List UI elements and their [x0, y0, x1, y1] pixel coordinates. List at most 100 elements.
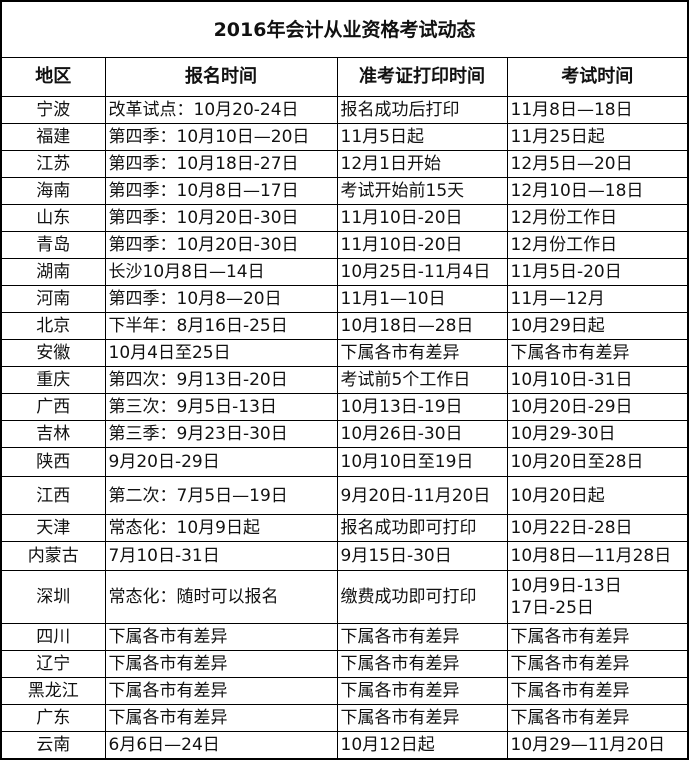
table-row: 江苏 第四季：10月18日-27日 12月1日开始 12月5日—20日 — [0, 150, 689, 178]
cell-exam-time: 11月—12月 — [506, 285, 689, 313]
cell-registration: 第三次：9月5日-13日 — [104, 393, 338, 421]
cell-region: 深圳 — [0, 570, 106, 624]
cell-region: 湖南 — [0, 258, 106, 286]
table-row: 安徽 10月4日至25日 下属各市有差异 下属各市有差异 — [0, 339, 689, 367]
table-row: 宁波 改革试点：10月20-24日 报名成功后打印 11月8日—18日 — [0, 96, 689, 124]
cell-region: 四川 — [0, 623, 106, 651]
cell-exam-time: 12月份工作日 — [506, 204, 689, 232]
cell-region: 吉林 — [0, 420, 106, 448]
table-row: 陕西 9月20日-29日 10月10日至19日 10月20日至28日 — [0, 447, 689, 477]
cell-exam-time: 10月20日-29日 — [506, 393, 689, 421]
table-row: 内蒙古 7月10日-31日 9月15日-30日 10月8日—11月28日 — [0, 541, 689, 571]
cell-admission-print: 报名成功后打印 — [336, 96, 508, 124]
cell-admission-print: 10月18日—28日 — [336, 312, 508, 340]
cell-admission-print: 11月5日起 — [336, 123, 508, 151]
cell-region: 山东 — [0, 204, 106, 232]
cell-admission-print: 10月25日-11月4日 — [336, 258, 508, 286]
cell-admission-print: 12月1日开始 — [336, 150, 508, 178]
cell-registration: 第四季：10月20日-30日 — [104, 231, 338, 259]
cell-admission-print: 缴费成功即可打印 — [336, 570, 508, 624]
cell-region: 黑龙江 — [0, 677, 106, 705]
cell-registration: 7月10日-31日 — [104, 541, 338, 571]
header-registration: 报名时间 — [104, 57, 338, 97]
cell-region: 内蒙古 — [0, 541, 106, 571]
cell-admission-print: 10月26日-30日 — [336, 420, 508, 448]
cell-admission-print: 下属各市有差异 — [336, 650, 508, 678]
cell-exam-time: 下属各市有差异 — [506, 704, 689, 732]
cell-registration: 下属各市有差异 — [104, 677, 338, 705]
table-row: 重庆 第四次：9月13日-20日 考试前5个工作日 10月10日-31日 — [0, 366, 689, 394]
cell-admission-print: 10月10日至19日 — [336, 447, 508, 477]
cell-exam-time: 12月5日—20日 — [506, 150, 689, 178]
cell-region: 陕西 — [0, 447, 106, 477]
cell-registration: 第三季：9月23日-30日 — [104, 420, 338, 448]
cell-admission-print: 下属各市有差异 — [336, 704, 508, 732]
cell-admission-print: 11月1—10日 — [336, 285, 508, 313]
cell-registration: 第四季：10月8—20日 — [104, 285, 338, 313]
cell-exam-time: 12月10日—18日 — [506, 177, 689, 205]
table-row: 江西 第二次：7月5日—19日 9月20日-11月20日 10月20日起 — [0, 476, 689, 515]
cell-exam-time: 10月8日—11月28日 — [506, 541, 689, 571]
cell-region: 广西 — [0, 393, 106, 421]
table-row: 山东 第四季：10月20日-30日 11月10日-20日 12月份工作日 — [0, 204, 689, 232]
cell-admission-print: 9月15日-30日 — [336, 541, 508, 571]
cell-registration: 第四季：10月8日—17日 — [104, 177, 338, 205]
cell-exam-time: 10月29-30日 — [506, 420, 689, 448]
cell-admission-print: 下属各市有差异 — [336, 623, 508, 651]
cell-registration: 第四季：10月18日-27日 — [104, 150, 338, 178]
cell-exam-time: 10月22日-28日 — [506, 514, 689, 542]
cell-exam-time: 10月29—11月20日 — [506, 731, 689, 760]
cell-registration: 改革试点：10月20-24日 — [104, 96, 338, 124]
cell-admission-print: 11月10日-20日 — [336, 204, 508, 232]
cell-exam-time: 下属各市有差异 — [506, 623, 689, 651]
cell-registration: 第四季：10月20日-30日 — [104, 204, 338, 232]
cell-admission-print: 考试开始前15天 — [336, 177, 508, 205]
table-row: 吉林 第三季：9月23日-30日 10月26日-30日 10月29-30日 — [0, 420, 689, 448]
header-admission-print: 准考证打印时间 — [336, 57, 508, 97]
table-title: 2016年会计从业资格考试动态 — [0, 0, 689, 58]
table-row: 河南 第四季：10月8—20日 11月1—10日 11月—12月 — [0, 285, 689, 313]
cell-region: 福建 — [0, 123, 106, 151]
cell-region: 海南 — [0, 177, 106, 205]
cell-registration: 第四次：9月13日-20日 — [104, 366, 338, 394]
cell-region: 江苏 — [0, 150, 106, 178]
cell-registration: 10月4日至25日 — [104, 339, 338, 367]
table-row: 湖南 长沙10月8日—14日 10月25日-11月4日 11月5日-20日 — [0, 258, 689, 286]
cell-exam-time: 11月8日—18日 — [506, 96, 689, 124]
cell-exam-time: 10月20日起 — [506, 476, 689, 515]
cell-registration: 第四季：10月10日—20日 — [104, 123, 338, 151]
cell-exam-time: 10月29日起 — [506, 312, 689, 340]
cell-exam-time: 10月9日-13日 17日-25日 — [506, 570, 689, 624]
table-row: 四川 下属各市有差异 下属各市有差异 下属各市有差异 — [0, 623, 689, 651]
cell-exam-time: 下属各市有差异 — [506, 677, 689, 705]
cell-registration: 9月20日-29日 — [104, 447, 338, 477]
cell-registration: 下属各市有差异 — [104, 623, 338, 651]
table-row: 海南 第四季：10月8日—17日 考试开始前15天 12月10日—18日 — [0, 177, 689, 205]
cell-exam-time: 下属各市有差异 — [506, 650, 689, 678]
cell-registration: 下属各市有差异 — [104, 704, 338, 732]
cell-registration: 常态化：随时可以报名 — [104, 570, 338, 624]
table-row: 云南 6月6日—24日 10月12日起 10月29—11月20日 — [0, 731, 689, 760]
cell-region: 辽宁 — [0, 650, 106, 678]
table-row: 天津 常态化：10月9日起 报名成功即可打印 10月22日-28日 — [0, 514, 689, 542]
cell-region: 云南 — [0, 731, 106, 760]
cell-admission-print: 下属各市有差异 — [336, 677, 508, 705]
cell-registration: 下属各市有差异 — [104, 650, 338, 678]
cell-region: 青岛 — [0, 231, 106, 259]
table-row: 青岛 第四季：10月20日-30日 11月10日-20日 12月份工作日 — [0, 231, 689, 259]
cell-admission-print: 9月20日-11月20日 — [336, 476, 508, 515]
cell-region: 江西 — [0, 476, 106, 515]
cell-admission-print: 10月13日-19日 — [336, 393, 508, 421]
table-row: 黑龙江 下属各市有差异 下属各市有差异 下属各市有差异 — [0, 677, 689, 705]
cell-region: 安徽 — [0, 339, 106, 367]
cell-exam-time: 11月25日起 — [506, 123, 689, 151]
cell-exam-time: 10月20日至28日 — [506, 447, 689, 477]
cell-admission-print: 考试前5个工作日 — [336, 366, 508, 394]
cell-exam-time: 下属各市有差异 — [506, 339, 689, 367]
table-row: 福建 第四季：10月10日—20日 11月5日起 11月25日起 — [0, 123, 689, 151]
cell-registration: 第二次：7月5日—19日 — [104, 476, 338, 515]
table-row: 广东 下属各市有差异 下属各市有差异 下属各市有差异 — [0, 704, 689, 732]
header-exam-time: 考试时间 — [506, 57, 689, 97]
cell-exam-time: 11月5日-20日 — [506, 258, 689, 286]
